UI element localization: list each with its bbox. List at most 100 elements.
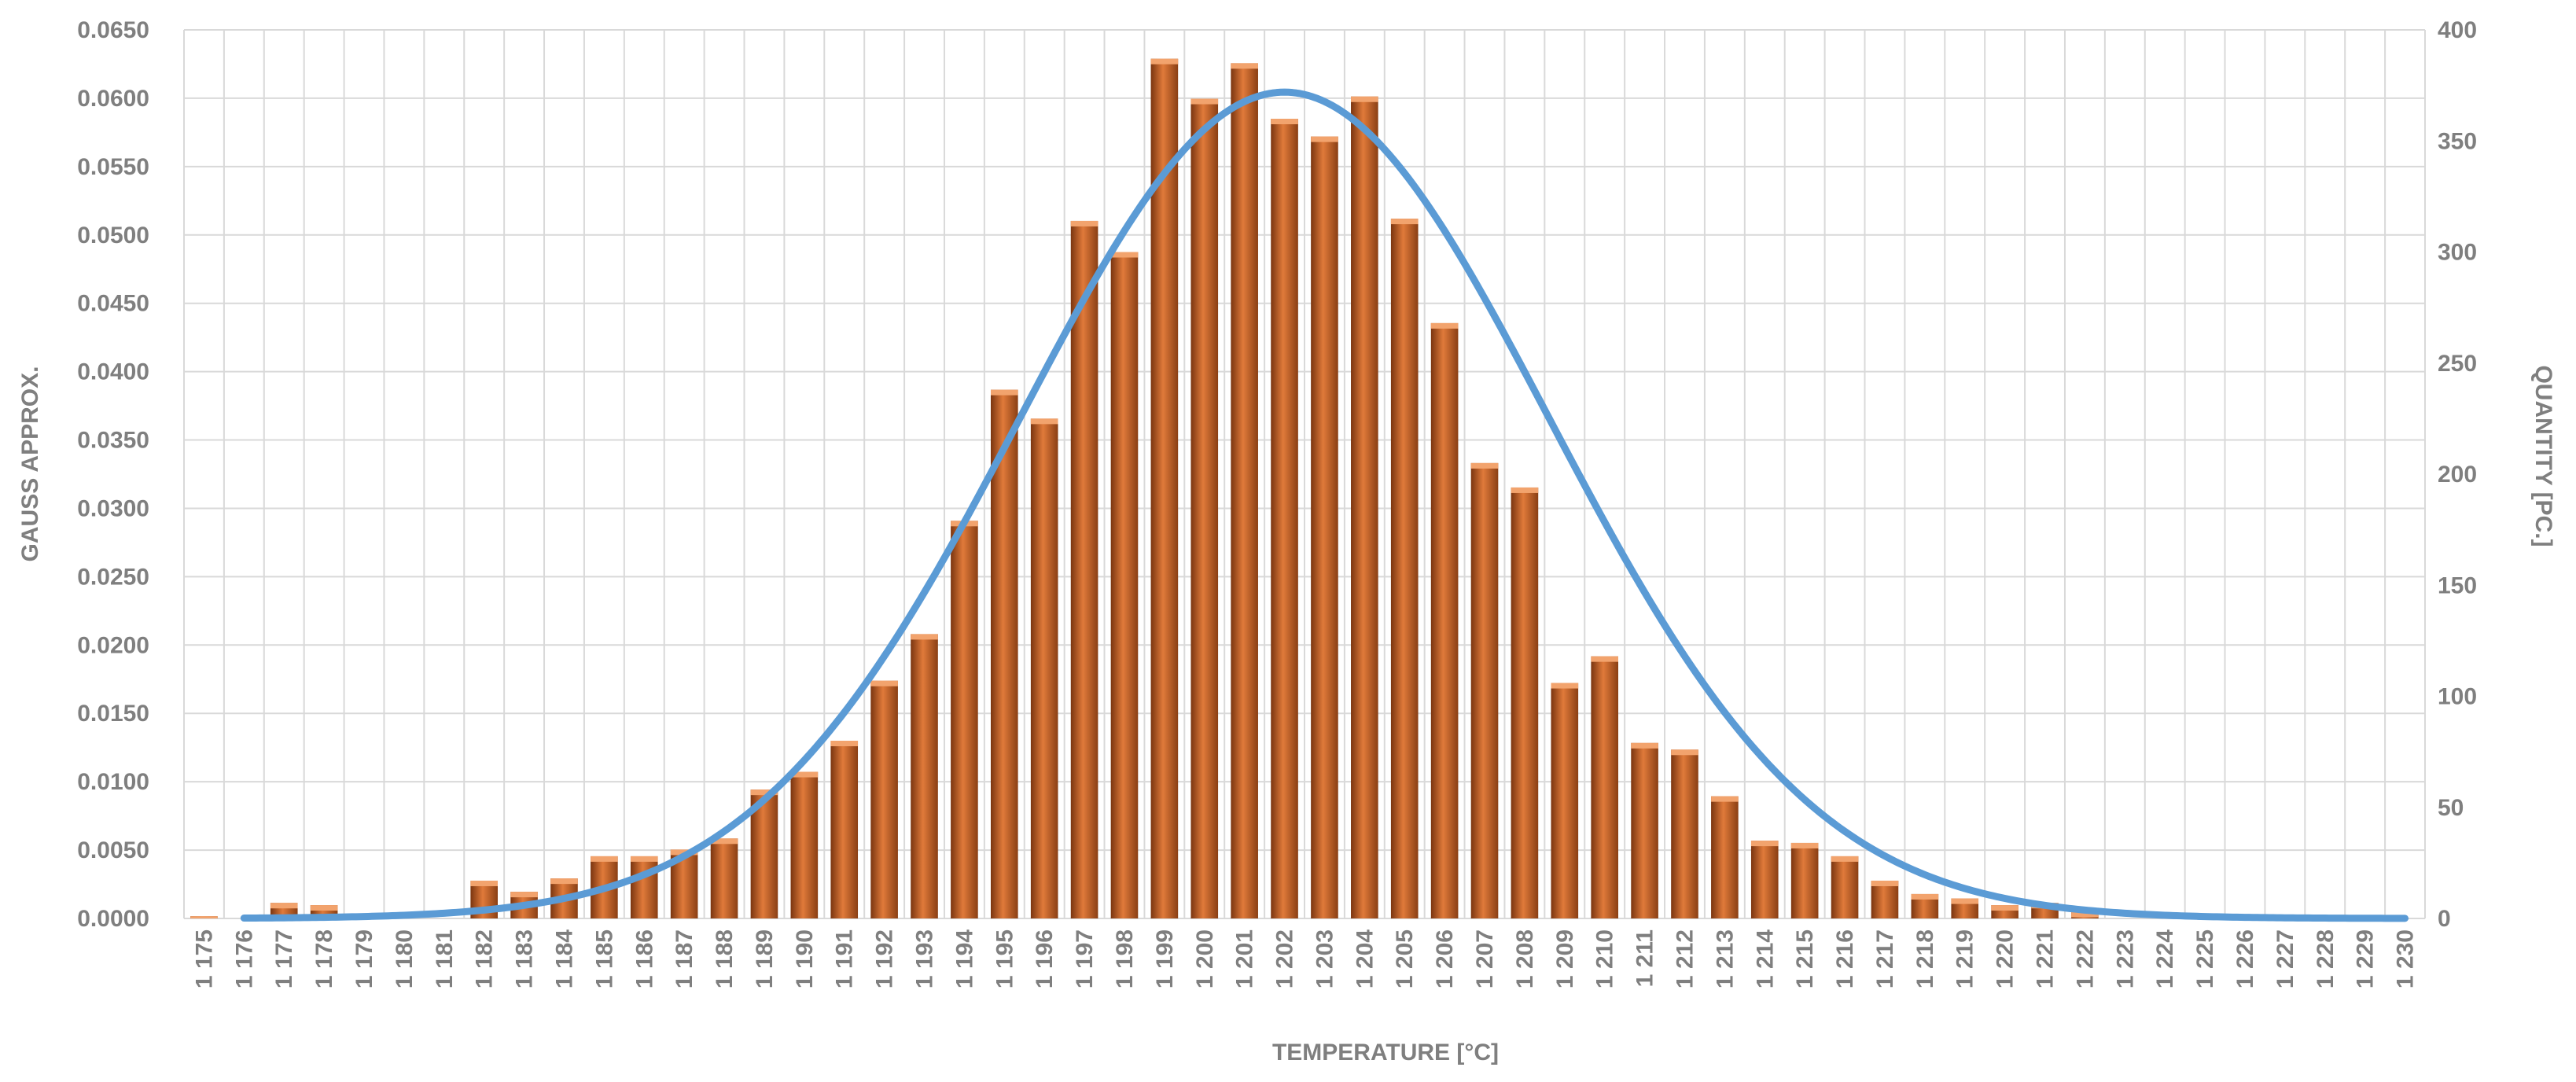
- bar-top: [870, 680, 898, 686]
- right-tick-label: 100: [2438, 684, 2477, 710]
- x-tick-label: 1 223: [2112, 929, 2138, 988]
- gridlines: [183, 29, 2426, 919]
- bar: [1750, 841, 1779, 918]
- x-tick-label: 1 204: [1352, 929, 1378, 988]
- bar: [1030, 418, 1058, 918]
- x-tick-label: 1 192: [872, 929, 898, 988]
- left-tick-label: 0.0200: [77, 632, 149, 658]
- x-tick-label: 1 195: [992, 929, 1018, 988]
- bar-top: [1190, 98, 1219, 105]
- bar: [1511, 487, 1539, 918]
- bar-top: [1470, 462, 1499, 469]
- bar-top: [630, 856, 658, 862]
- left-tick-label: 0.0100: [77, 769, 149, 795]
- bar: [1991, 905, 2018, 918]
- bar-body: [1390, 219, 1419, 918]
- x-tick-label: 1 178: [311, 929, 337, 988]
- bar: [1951, 898, 1979, 918]
- bar-body: [1231, 63, 1258, 918]
- left-tick-label: 0.0150: [77, 701, 149, 727]
- bar-top: [1591, 656, 1618, 662]
- bar-top: [750, 789, 778, 796]
- x-tick-label: 1 194: [951, 929, 977, 988]
- x-tick-label: 1 189: [752, 929, 778, 988]
- bar-body: [1511, 487, 1539, 918]
- bar-body: [1831, 856, 1859, 918]
- bar: [1831, 856, 1859, 918]
- bar-top: [1070, 220, 1098, 226]
- x-tick-label: 1 212: [1672, 929, 1698, 988]
- bar-top: [1430, 322, 1459, 329]
- x-tick-label: 1 176: [231, 929, 257, 988]
- bar: [1351, 96, 1378, 918]
- x-tick-label: 1 191: [832, 929, 858, 988]
- bar-body: [1190, 98, 1219, 919]
- bar: [790, 771, 819, 918]
- bar: [1790, 842, 1819, 918]
- bar: [951, 521, 978, 918]
- bar-top: [591, 856, 618, 862]
- left-tick-label: 0.0400: [77, 359, 149, 385]
- x-tick-label: 1 213: [1712, 929, 1738, 988]
- bar-body: [1271, 119, 1298, 918]
- left-tick-label: 0.0250: [77, 564, 149, 590]
- bar-top: [1911, 893, 1939, 900]
- bar: [1551, 683, 1579, 918]
- right-tick-label: 250: [2438, 351, 2477, 377]
- bar-body: [1430, 322, 1459, 918]
- x-tick-label: 1 209: [1552, 929, 1578, 988]
- bar-top: [1871, 880, 1899, 886]
- bar-top: [1551, 683, 1579, 689]
- x-tick-label: 1 188: [712, 929, 738, 988]
- bar-top: [991, 389, 1018, 396]
- x-axis-ticks: 1 175 1 176 1 177 1 178 1 179 1 180 1 181 1 182…: [191, 929, 2418, 988]
- bar-body: [1551, 683, 1579, 918]
- bar-top: [1711, 796, 1739, 802]
- x-tick-label: 1 229: [2353, 929, 2379, 988]
- bar-body: [1351, 96, 1378, 918]
- left-tick-label: 0.0450: [77, 291, 149, 317]
- bar: [1231, 63, 1258, 918]
- left-axis-title: GAUSS APPROX.: [17, 366, 43, 562]
- bar: [870, 680, 898, 918]
- x-tick-label: 1 210: [1592, 929, 1618, 988]
- bar-body: [991, 389, 1018, 918]
- x-tick-label: 1 197: [1072, 929, 1098, 988]
- x-tick-label: 1 207: [1472, 929, 1498, 988]
- x-tick-label: 1 220: [1993, 929, 2018, 988]
- x-tick-label: 1 200: [1192, 929, 1218, 988]
- x-tick-label: 1 227: [2272, 929, 2298, 988]
- right-tick-label: 350: [2438, 128, 2477, 154]
- bar-body: [1591, 656, 1618, 918]
- bar-body: [911, 634, 938, 918]
- right-tick-label: 400: [2438, 17, 2477, 43]
- bar-top: [1991, 905, 2018, 911]
- bar-body: [1070, 220, 1098, 918]
- left-tick-label: 0.0600: [77, 86, 149, 112]
- left-tick-label: 0.0000: [77, 906, 149, 932]
- right-axis-ticks: 0 50 100 150 200 250 300 350 400: [2438, 17, 2477, 932]
- x-tick-label: 1 211: [1632, 929, 1658, 987]
- bar-top: [1150, 58, 1179, 64]
- x-tick-label: 1 182: [472, 929, 498, 988]
- bar: [911, 634, 938, 918]
- bar-top: [2071, 911, 2099, 918]
- bar-body: [1790, 842, 1819, 918]
- bar: [1070, 220, 1098, 918]
- x-tick-label: 1 181: [432, 929, 458, 988]
- left-axis-ticks: 0.0000 0.0050 0.0100 0.0150 0.0200 0.0250 0.03…: [77, 17, 149, 932]
- left-tick-label: 0.0550: [77, 154, 149, 180]
- bar-body: [870, 680, 898, 918]
- bar-body: [1030, 418, 1058, 918]
- x-tick-label: 1 221: [2033, 929, 2059, 988]
- x-tick-label: 1 180: [392, 929, 418, 988]
- x-tick-label: 1 206: [1432, 929, 1458, 988]
- x-tick-label: 1 175: [191, 929, 217, 988]
- right-tick-label: 0: [2438, 906, 2451, 932]
- bar: [991, 389, 1018, 918]
- bar: [1911, 893, 1939, 918]
- bar-top: [310, 905, 338, 911]
- bar-top: [270, 903, 298, 909]
- bar: [1671, 749, 1698, 918]
